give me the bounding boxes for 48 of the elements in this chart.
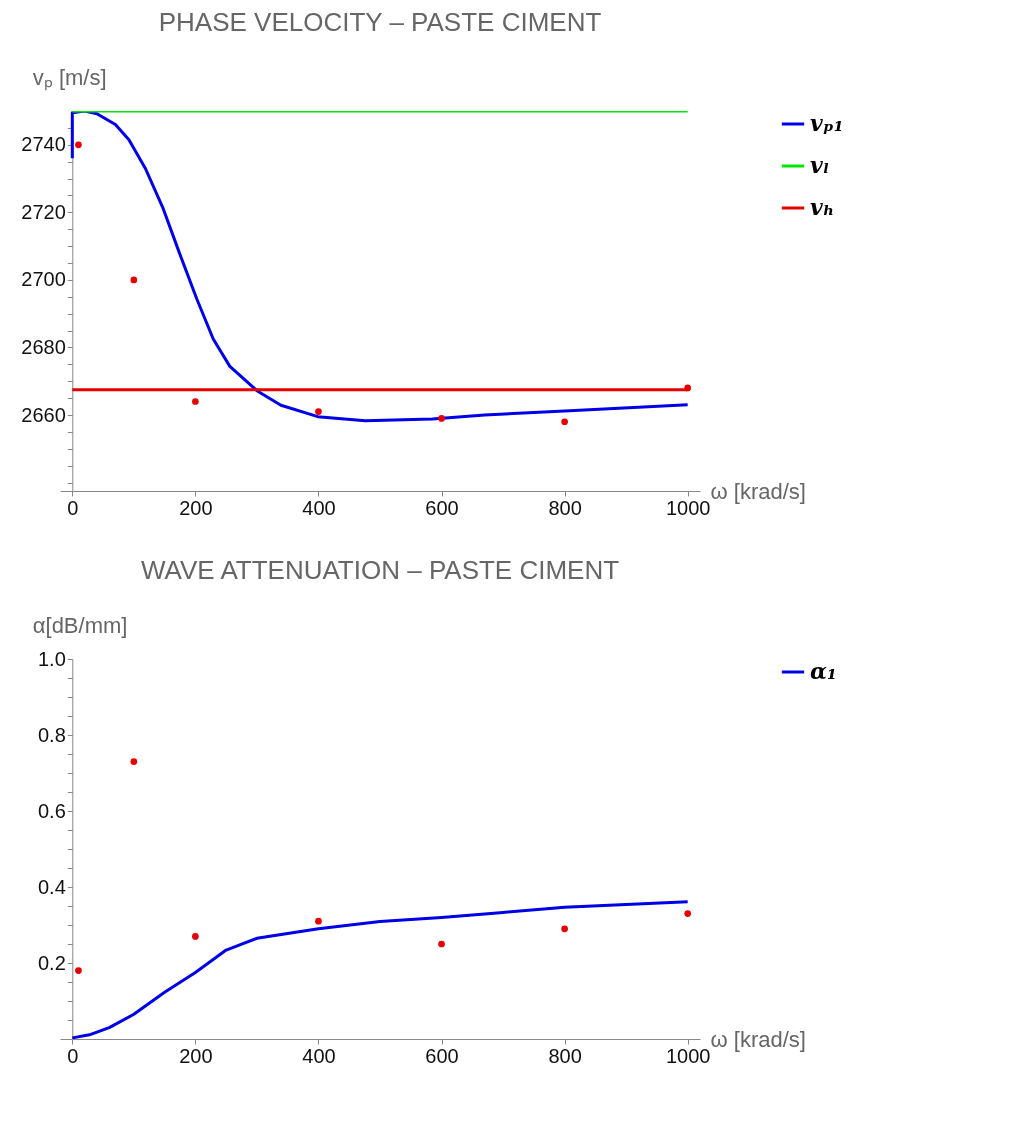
- point: [315, 917, 322, 925]
- y-tick-label: 1.0: [38, 647, 66, 670]
- legend-label: vₚ₁: [810, 110, 844, 136]
- x-tick-label: 400: [302, 1044, 336, 1067]
- point: [684, 910, 692, 917]
- x-axis-title: ω [krad/s]: [710, 478, 806, 504]
- x-tick-label: 0: [67, 496, 79, 519]
- y-tick-label: 0.2: [38, 951, 66, 974]
- point: [561, 925, 568, 933]
- point: [438, 940, 445, 948]
- point: [561, 418, 568, 426]
- point: [75, 967, 82, 974]
- x-tick-label: 200: [179, 1044, 213, 1067]
- y-tick-label: 2680: [21, 335, 66, 358]
- x-tick-label: 600: [425, 496, 459, 519]
- x-axis-title: ω [krad/s]: [710, 1026, 806, 1052]
- point: [315, 408, 322, 415]
- x-tick-label: 200: [179, 496, 213, 519]
- x-tick-label: 1000: [665, 496, 711, 519]
- y-tick-label: 2740: [21, 133, 66, 156]
- x-tick-label: 800: [548, 496, 582, 519]
- y-tick-label: 0.8: [38, 723, 66, 746]
- point: [192, 398, 199, 405]
- line-series: [70, 900, 690, 1039]
- line-series: [70, 111, 690, 423]
- chart-title: WAVE ATTENUATION – PASTE CIMENT: [140, 555, 620, 585]
- point: [130, 276, 138, 284]
- point: [130, 758, 138, 765]
- x-tick-label: 0: [67, 1044, 79, 1067]
- chart-title: PHASE VELOCITY – PASTE CIMENT: [158, 7, 602, 37]
- x-tick-label: 400: [302, 496, 336, 519]
- x-tick-label: 800: [548, 1044, 582, 1067]
- y-tick-label: 2720: [21, 200, 66, 223]
- legend-label: α₁: [810, 658, 837, 684]
- x-tick-label: 1000: [665, 1044, 711, 1067]
- point: [75, 141, 82, 149]
- point: [438, 415, 445, 422]
- point: [192, 933, 199, 940]
- y-tick-label: 0.4: [38, 875, 66, 898]
- y-tick-label: 2700: [21, 268, 66, 291]
- point: [684, 384, 692, 392]
- legend-label: vₕ: [810, 194, 835, 220]
- y-tick-label: 2660: [21, 403, 66, 426]
- x-tick-label: 600: [425, 1044, 459, 1067]
- legend-label: vₗ: [810, 152, 830, 178]
- y-tick-label: 0.6: [38, 799, 66, 822]
- y-axis-title: α[dB/mm]: [32, 612, 128, 638]
- y-axis-title: vₚ [m/s]: [32, 64, 107, 91]
